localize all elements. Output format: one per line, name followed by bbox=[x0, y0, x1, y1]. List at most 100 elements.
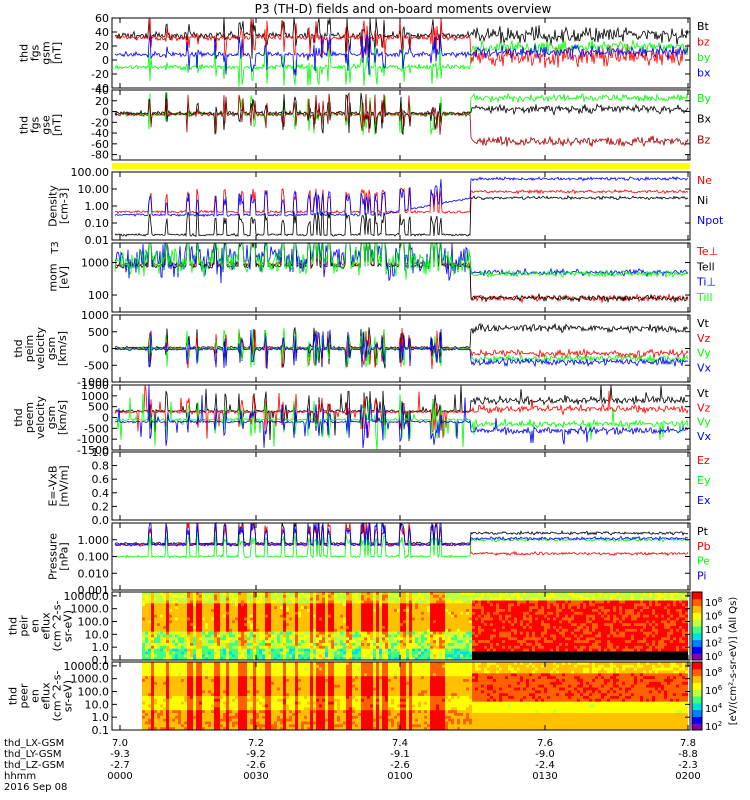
svg-text:peir: peir bbox=[18, 615, 31, 637]
bottom-tick-value: 0030 bbox=[243, 771, 268, 782]
x-ticks-panel-10 bbox=[119, 662, 689, 730]
series-vx bbox=[114, 329, 689, 369]
bottom-tick-value: -2.4 bbox=[535, 760, 555, 771]
legend-tell: Tell bbox=[696, 260, 715, 273]
x-ticks-panel-6 bbox=[119, 385, 689, 450]
svg-text:velocity: velocity bbox=[34, 396, 47, 439]
y-tick-label: 100.0 bbox=[78, 686, 110, 699]
y-tick-label: -500 bbox=[84, 422, 109, 435]
y-tick-label: -1000 bbox=[77, 376, 109, 389]
y-tick-label: 0 bbox=[102, 54, 109, 67]
bottom-tick-value: 0200 bbox=[675, 771, 700, 782]
y-tick-label: 100 bbox=[88, 289, 109, 302]
svg-text:[nT]: [nT] bbox=[51, 114, 64, 136]
svg-text:gsm: gsm bbox=[40, 41, 53, 64]
colorbar-frame bbox=[691, 591, 703, 661]
legend-vx: Vx bbox=[697, 361, 712, 374]
y-tick-label: 10.0 bbox=[85, 698, 110, 711]
series-pb bbox=[114, 521, 689, 557]
y-ticks: 1.00.80.60.40.20.0 bbox=[92, 446, 690, 527]
svg-text:fgs: fgs bbox=[29, 116, 42, 133]
series-pe bbox=[114, 533, 689, 560]
y-tick-label: 10.00 bbox=[78, 183, 110, 196]
legend-by: by bbox=[697, 51, 711, 64]
y-axis-label: E=-VxB[mV/m] bbox=[47, 465, 71, 506]
y-axis-label: Pressure[nPa] bbox=[47, 533, 71, 580]
bottom-tick-value: -2.6 bbox=[390, 760, 410, 771]
legend: Te⊥ Tell Ti⊥ Till bbox=[696, 245, 718, 304]
svg-text:sr-eV): sr-eV) bbox=[62, 610, 75, 642]
y-tick-label: 1000.0 bbox=[71, 673, 110, 686]
y-tick-label: 10000.0 bbox=[64, 590, 110, 603]
legend-pe: Pe bbox=[697, 555, 710, 568]
y-tick-label: 40 bbox=[95, 26, 109, 39]
bottom-row-label: hhmm bbox=[4, 771, 36, 782]
panels: 6040200-20-40thdfgsgsm[nT]Btbzbybx40200-… bbox=[7, 12, 724, 737]
legend: Ne Ni Npot bbox=[697, 174, 724, 227]
bottom-tick-value: -9.2 bbox=[246, 749, 266, 760]
series-vx bbox=[114, 384, 689, 449]
series-ni bbox=[114, 194, 689, 238]
y-tick-label: 1000 bbox=[81, 257, 109, 270]
flag-bar bbox=[112, 163, 690, 169]
x-ticks-panel-1 bbox=[119, 18, 689, 88]
y-tick-label: 1.00 bbox=[85, 200, 110, 213]
x-ticks-panel-3 bbox=[119, 172, 689, 240]
legend-vx: Vx bbox=[697, 430, 712, 443]
legend-pi: Pi bbox=[697, 569, 706, 582]
y-tick-label: 1.000 bbox=[78, 534, 110, 547]
y-tick-label: 0 bbox=[102, 343, 109, 356]
legend: Ez Ey Ex bbox=[697, 454, 711, 507]
y-tick-label: -40 bbox=[91, 127, 109, 140]
svg-text:eflux: eflux bbox=[40, 612, 53, 640]
svg-text:[km/s]: [km/s] bbox=[56, 400, 69, 435]
y-tick-label: 0 bbox=[102, 412, 109, 425]
svg-text:mom: mom bbox=[47, 263, 60, 291]
panel-7: 1.00.80.60.40.20.0 E=-VxB[mV/m] Ez Ey Ex bbox=[47, 446, 711, 527]
legend-bx: bx bbox=[697, 67, 711, 80]
y-tick-label: 0.1 bbox=[92, 724, 110, 737]
y-tick-label: -1000 bbox=[77, 433, 109, 446]
y-tick-label: 20 bbox=[95, 95, 109, 108]
panel-9: 10000.01000.0100.010.01.00.1thdpeirenefl… bbox=[7, 590, 691, 667]
colorbar-2: 108 106 104 102 bbox=[691, 661, 723, 733]
colorbar-tick: 102 bbox=[705, 720, 722, 733]
colorbar-tick: 104 bbox=[705, 702, 723, 715]
svg-text:thd: thd bbox=[7, 617, 20, 635]
y-tick-label: 100.0 bbox=[78, 616, 110, 629]
legend-bt: Bt bbox=[697, 20, 710, 33]
svg-text:E=-VxB: E=-VxB bbox=[47, 465, 60, 506]
y-tick-label: 10000.0 bbox=[64, 660, 110, 673]
panel-frame bbox=[111, 451, 691, 521]
bottom-tick-value: 7.2 bbox=[248, 738, 264, 749]
y-tick-label: 0.0 bbox=[92, 514, 110, 527]
svg-text:velocity: velocity bbox=[34, 327, 47, 370]
y-ticks: 1000 100 bbox=[81, 257, 690, 302]
panel-8: 1.0000.1000.0100.001Pressure[nPa]PtPbPeP… bbox=[47, 521, 711, 597]
svg-text:gsm: gsm bbox=[45, 406, 58, 429]
panel-frame bbox=[111, 242, 691, 313]
legend-vt: Vt bbox=[697, 387, 710, 400]
y-ticks: 1000 500 0 -500 -1000 bbox=[77, 309, 690, 389]
series-bx bbox=[114, 33, 689, 76]
legend-vy: Vy bbox=[697, 416, 711, 429]
y-tick-label: 60 bbox=[95, 12, 109, 25]
svg-text:(cm^2-s-: (cm^2-s- bbox=[51, 601, 64, 652]
legend-pb: Pb bbox=[697, 540, 711, 553]
x-ticks-panel-4 bbox=[119, 243, 689, 312]
bottom-tick-value: 7.0 bbox=[112, 738, 128, 749]
y-tick-label: 1000 bbox=[81, 309, 109, 322]
y-tick-label: 0.8 bbox=[92, 460, 110, 473]
y-tick-label: 100.00 bbox=[71, 166, 110, 179]
y-tick-label: 0.6 bbox=[92, 473, 110, 486]
y-tick-label: 0.01 bbox=[85, 234, 110, 247]
